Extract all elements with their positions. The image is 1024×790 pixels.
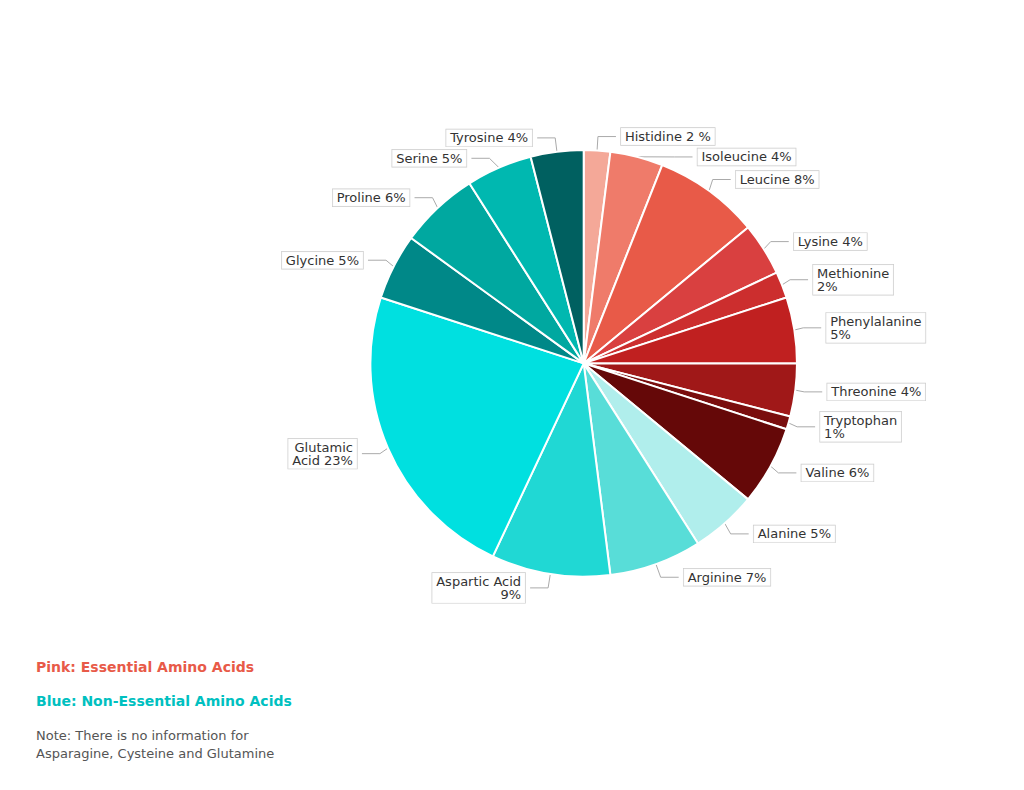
svg-text:Tryptophan: Tryptophan	[824, 412, 898, 428]
svg-text:Blue: Non-Essential Amino Acid: Blue: Non-Essential Amino Acids	[36, 693, 292, 709]
svg-text:Proline 6%: Proline 6%	[337, 190, 406, 205]
svg-text:Note: There is no information: Note: There is no information for	[36, 728, 249, 743]
svg-text:Methionine: Methionine	[817, 265, 890, 281]
svg-text:Serine 5%: Serine 5%	[396, 151, 462, 166]
svg-text:Tyrosine 4%: Tyrosine 4%	[449, 130, 528, 145]
svg-text:Pink: Essential Amino Acids: Pink: Essential Amino Acids	[36, 659, 254, 675]
svg-text:Histidine 2 %: Histidine 2 %	[625, 129, 711, 144]
svg-text:Alanine 5%: Alanine 5%	[758, 526, 831, 541]
svg-text:9%: 9%	[500, 587, 521, 602]
svg-text:1%: 1%	[824, 426, 845, 441]
svg-text:Acid 23%: Acid 23%	[292, 453, 353, 468]
svg-text:Glycine 5%: Glycine 5%	[286, 253, 359, 268]
svg-text:Arginine 7%: Arginine 7%	[688, 570, 767, 585]
svg-text:5%: 5%	[830, 327, 851, 342]
svg-text:Lysine 4%: Lysine 4%	[798, 234, 863, 249]
svg-text:2%: 2%	[817, 279, 838, 294]
svg-text:Valine 6%: Valine 6%	[805, 465, 869, 480]
svg-text:Isoleucine 4%: Isoleucine 4%	[702, 149, 792, 164]
svg-text:Phenylalanine: Phenylalanine	[830, 313, 922, 329]
svg-text:Asparagine, Cysteine and Gluta: Asparagine, Cysteine and Glutamine	[36, 746, 274, 761]
svg-text:Glutamic: Glutamic	[294, 439, 353, 455]
svg-text:Aspartic Acid: Aspartic Acid	[436, 573, 522, 589]
svg-text:Threonine 4%: Threonine 4%	[830, 384, 921, 399]
svg-text:Leucine 8%: Leucine 8%	[740, 172, 815, 187]
